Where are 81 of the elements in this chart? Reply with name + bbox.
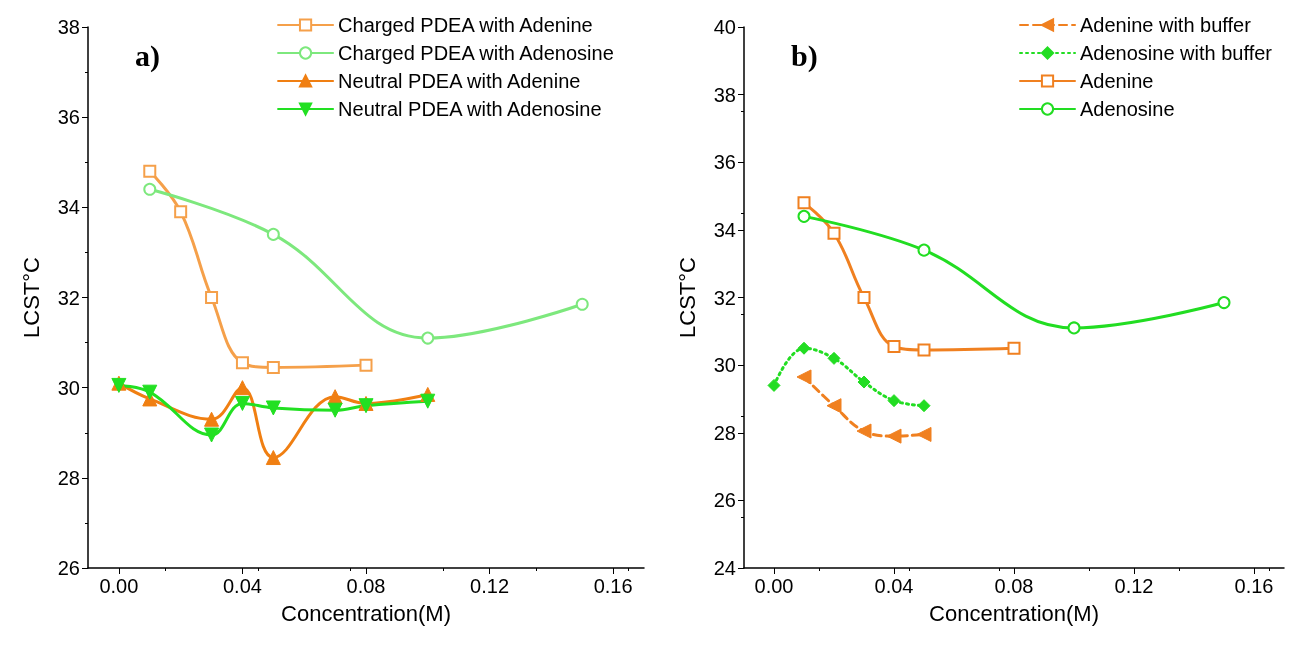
point	[917, 399, 931, 413]
point	[797, 196, 811, 210]
point	[266, 360, 280, 374]
point	[174, 205, 188, 219]
y-tick-label: 30	[713, 354, 736, 377]
point	[204, 411, 220, 427]
point	[917, 243, 931, 257]
x-tick-label: 0.00	[754, 575, 794, 597]
x-axis-title: Concentration(M)	[281, 600, 451, 626]
point	[266, 227, 280, 241]
point	[767, 378, 781, 392]
point	[235, 356, 249, 370]
point	[575, 297, 589, 311]
x-tick-label: 0.08	[346, 575, 386, 597]
point	[887, 340, 901, 354]
annotation: a)	[135, 38, 160, 73]
x-tick-label: 0.00	[99, 575, 139, 597]
point	[886, 428, 902, 444]
point	[420, 393, 436, 409]
y-tick-label: 26	[57, 557, 80, 579]
y-tick-label: 24	[713, 557, 736, 579]
point	[234, 395, 250, 411]
point	[205, 291, 219, 304]
legend-label: Adenosine with buffer	[1080, 42, 1273, 64]
x-tick-label: 0.12	[470, 575, 510, 597]
y-tick-label: 38	[57, 16, 80, 38]
x-tick-label: 0.08	[994, 575, 1034, 597]
point	[797, 341, 811, 355]
point	[1217, 296, 1231, 310]
legend-label: Adenine	[1080, 70, 1154, 92]
point	[857, 291, 871, 304]
y-tick-label: 34	[57, 196, 80, 219]
legend-label: Adenine with buffer	[1080, 14, 1252, 36]
point	[827, 351, 841, 365]
y-tick-label: 30	[57, 376, 80, 399]
point	[887, 394, 901, 408]
point	[1007, 341, 1021, 355]
y-axis-title: LCST°C	[18, 256, 44, 338]
y-tick-label: 26	[713, 489, 736, 512]
point	[827, 226, 841, 240]
point	[421, 331, 435, 345]
point	[856, 423, 872, 439]
y-tick-label: 36	[713, 151, 736, 174]
x-tick-label: 0.04	[222, 575, 262, 597]
point	[796, 369, 812, 385]
point	[797, 209, 811, 223]
legend-label: Charged PDEA with Adenine	[338, 14, 593, 36]
point	[142, 384, 158, 400]
point	[265, 450, 281, 466]
x-tick-label: 0.12	[1114, 575, 1154, 597]
point	[917, 343, 931, 357]
y-tick-label: 36	[57, 106, 80, 129]
point	[143, 182, 157, 196]
point	[265, 400, 281, 416]
x-tick-label: 0.16	[1234, 575, 1274, 597]
legend-label: Neutral PDEA with Adenine	[338, 70, 581, 92]
point	[143, 164, 157, 178]
y-tick-label: 40	[713, 16, 736, 38]
point	[327, 389, 343, 405]
y-axis-title: LCST°C	[674, 256, 700, 338]
x-tick-label: 0.04	[874, 575, 914, 597]
legend-label: Neutral PDEA with Adenosine	[338, 98, 602, 120]
point	[826, 398, 842, 414]
point	[327, 402, 343, 418]
point	[1067, 321, 1081, 335]
point	[857, 375, 871, 389]
y-tick-label: 32	[713, 286, 736, 309]
x-tick-label: 0.16	[593, 575, 633, 597]
legend-label: Adenosine	[1080, 98, 1175, 120]
y-tick-label: 34	[713, 218, 736, 241]
y-tick-label: 28	[713, 421, 736, 444]
annotation: b)	[791, 38, 818, 73]
x-axis-title: Concentration(M)	[929, 600, 1099, 626]
y-tick-label: 38	[713, 83, 736, 106]
point	[204, 427, 220, 443]
point	[234, 380, 250, 396]
y-tick-label: 28	[57, 466, 80, 489]
point	[916, 426, 932, 442]
y-tick-label: 32	[57, 286, 80, 309]
point	[359, 358, 373, 372]
legend-label: Charged PDEA with Adenosine	[338, 42, 614, 64]
